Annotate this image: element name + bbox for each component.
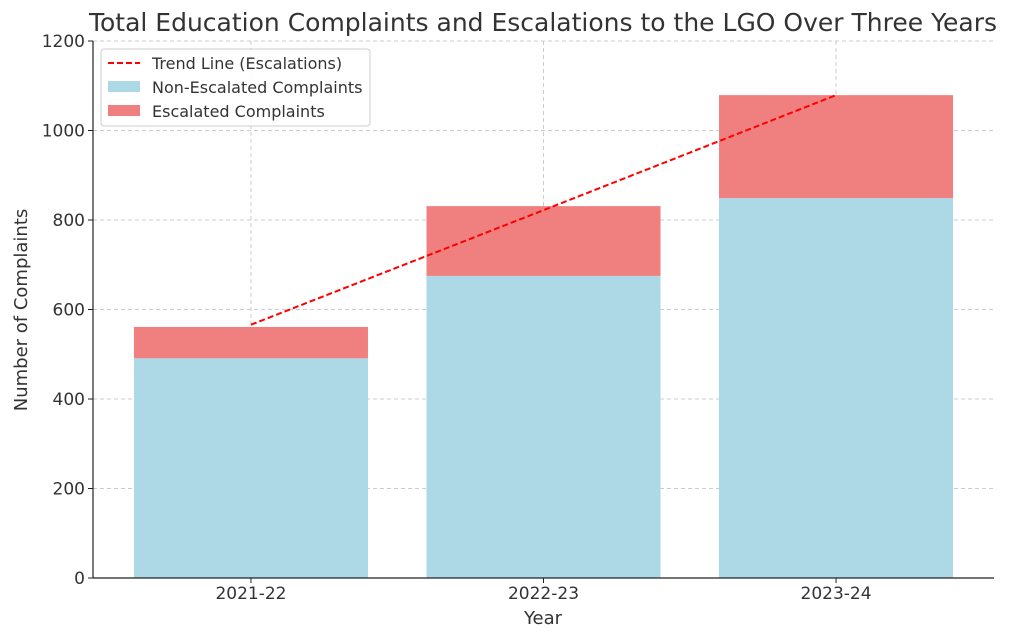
x-tick-label: 2021-22 bbox=[215, 584, 286, 604]
y-tick-label: 200 bbox=[53, 480, 85, 500]
y-axis-label: Number of Complaints bbox=[11, 209, 32, 412]
bar-escalated bbox=[426, 206, 661, 276]
bar-non-escalated bbox=[133, 358, 368, 578]
y-tick-label: 400 bbox=[53, 390, 85, 410]
bar-escalated bbox=[133, 326, 368, 359]
x-axis-label: Year bbox=[523, 608, 563, 629]
legend-label-escalated: Escalated Complaints bbox=[152, 102, 325, 121]
y-tick-label: 1200 bbox=[42, 32, 85, 52]
trend-line-path bbox=[250, 94, 837, 326]
legend-label-trend: Trend Line (Escalations) bbox=[151, 54, 342, 73]
y-tick-label: 1000 bbox=[42, 122, 85, 142]
y-tick-label: 600 bbox=[53, 301, 85, 321]
trend-line bbox=[250, 94, 837, 326]
legend-box bbox=[100, 48, 371, 127]
bars bbox=[133, 95, 954, 578]
legend-label-non-escalated: Non-Escalated Complaints bbox=[152, 78, 362, 97]
x-tick-label: 2022-23 bbox=[508, 584, 579, 604]
bar-escalated bbox=[719, 95, 954, 199]
y-tick-label: 0 bbox=[74, 569, 85, 589]
legend-swatch-non-escalated bbox=[108, 81, 140, 92]
legend: Trend Line (Escalations) Non-Escalated C… bbox=[100, 48, 371, 127]
bar-non-escalated bbox=[719, 198, 954, 578]
y-tick-label: 800 bbox=[53, 211, 85, 231]
chart-title: Total Education Complaints and Escalatio… bbox=[88, 8, 997, 37]
bar-non-escalated bbox=[426, 275, 661, 578]
x-tick-label: 2023-24 bbox=[801, 584, 872, 604]
legend-swatch-escalated bbox=[108, 105, 140, 116]
axes: 0 200 400 600 800 1000 1200 2021-22 2022-23 2023-… bbox=[42, 32, 994, 604]
